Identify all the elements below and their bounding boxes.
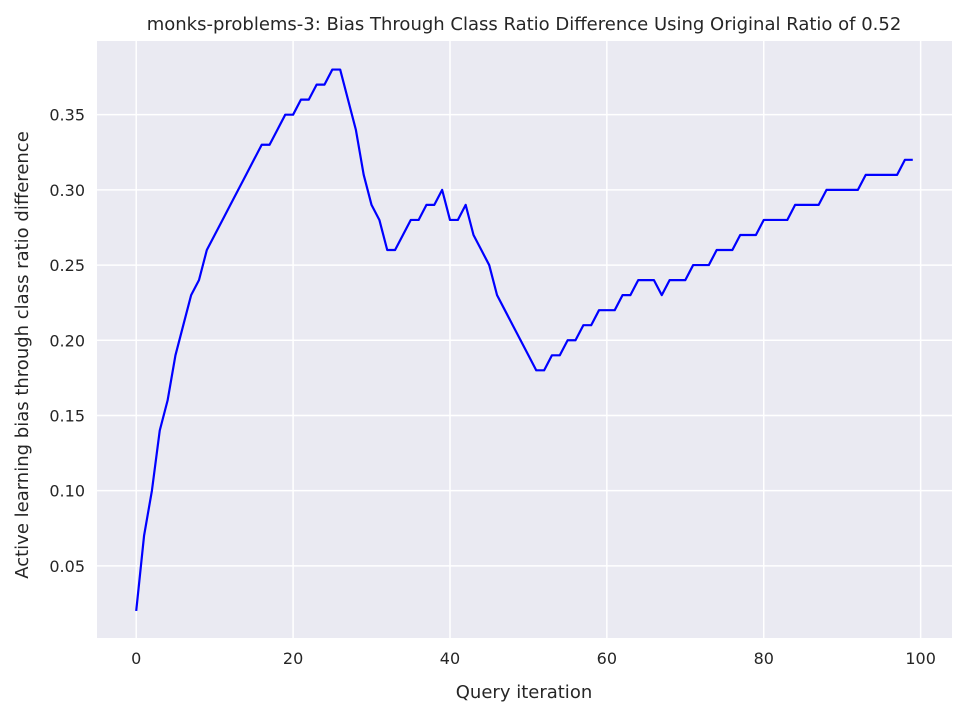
- y-tick-label: 0.15: [49, 406, 85, 425]
- series-line-bias: [135, 68, 913, 612]
- x-tick-label: 60: [597, 649, 617, 668]
- x-tick-label: 80: [754, 649, 774, 668]
- x-axis-ticks: 0 20 40 60 80 100: [131, 649, 936, 668]
- y-tick-label: 0.20: [49, 331, 85, 350]
- grid: [97, 41, 952, 638]
- y-axis-label: Active learning bias through class ratio…: [12, 131, 33, 579]
- x-tick-label: 0: [131, 649, 141, 668]
- x-axis-label: Query iteration: [456, 682, 592, 703]
- x-tick-label: 20: [283, 649, 303, 668]
- y-tick-label: 0.05: [49, 557, 85, 576]
- series-group: [135, 68, 913, 612]
- y-tick-label: 0.30: [49, 181, 85, 200]
- y-axis-ticks: 0.05 0.10 0.15 0.20 0.25 0.30 0.35: [49, 106, 85, 576]
- x-tick-label: 40: [440, 649, 460, 668]
- y-tick-label: 0.25: [49, 256, 85, 275]
- plot-area: [97, 41, 952, 638]
- y-tick-label: 0.10: [49, 482, 85, 501]
- chart-title: monks-problems-3: Bias Through Class Rat…: [147, 14, 902, 35]
- x-tick-label: 100: [905, 649, 936, 668]
- y-tick-label: 0.35: [49, 106, 85, 125]
